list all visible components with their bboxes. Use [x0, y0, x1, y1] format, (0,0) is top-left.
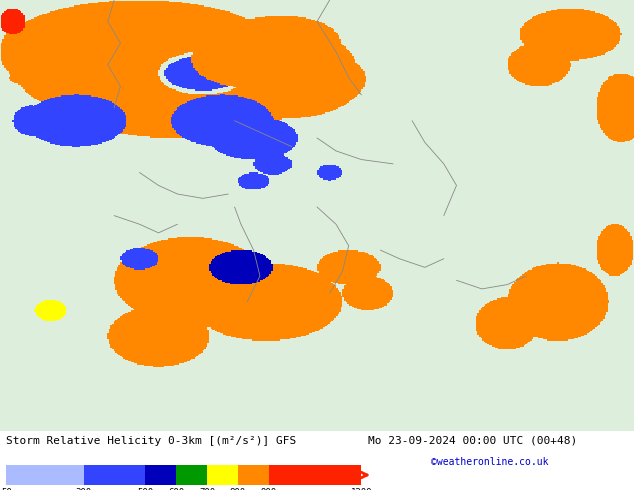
Bar [84, 465, 145, 485]
Bar [207, 465, 238, 485]
Text: ©weatheronline.co.uk: ©weatheronline.co.uk [431, 457, 548, 467]
Bar [176, 465, 207, 485]
Text: Mo 23-09-2024 00:00 UTC (00+48): Mo 23-09-2024 00:00 UTC (00+48) [368, 436, 577, 446]
Text: 300: 300 [75, 488, 91, 490]
Text: 700: 700 [199, 488, 215, 490]
Text: 900: 900 [261, 488, 277, 490]
Text: Storm Relative Helicity 0-3km [(m²/s²)] GFS: Storm Relative Helicity 0-3km [(m²/s²)] … [6, 436, 297, 446]
Text: 1200: 1200 [351, 488, 372, 490]
Bar [145, 465, 176, 485]
Bar [238, 465, 269, 485]
Bar [6, 465, 84, 485]
Text: 600: 600 [168, 488, 184, 490]
Bar [269, 465, 361, 485]
Text: 500: 500 [137, 488, 153, 490]
Text: 800: 800 [230, 488, 246, 490]
Text: 50: 50 [1, 488, 11, 490]
